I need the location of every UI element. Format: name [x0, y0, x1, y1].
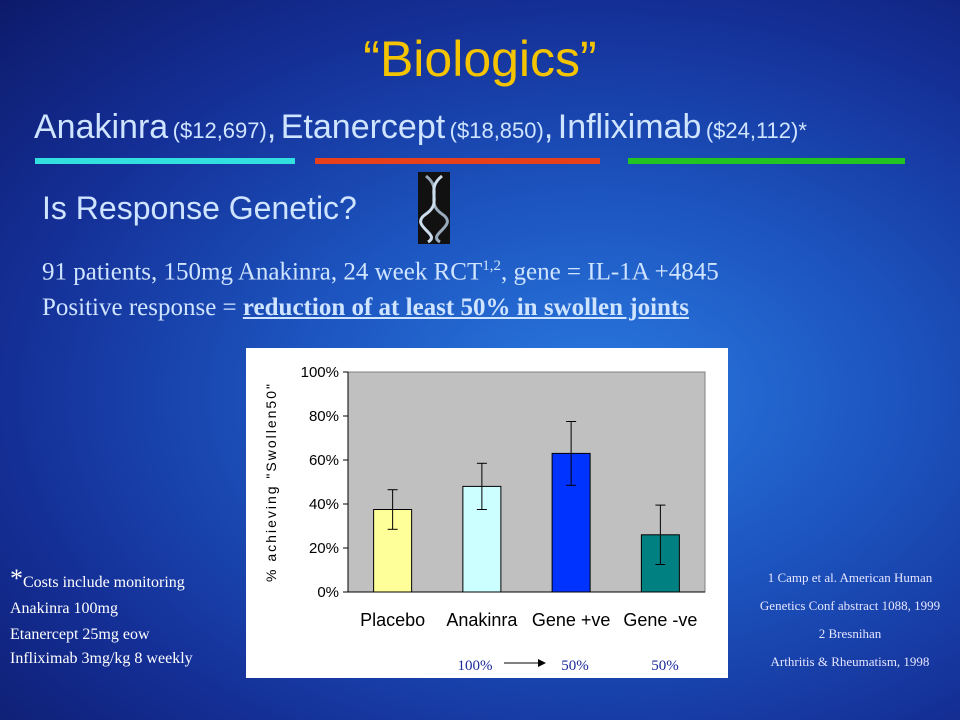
study-line: 91 patients, 150mg Anakinra, 24 week RCT… — [42, 258, 719, 286]
y-tick-label: 40% — [309, 496, 339, 513]
drug-name: Infliximab — [557, 108, 702, 146]
drug-name: Etanercept — [280, 108, 446, 146]
reference: Genetics Conf abstract 1088, 1999 — [759, 598, 941, 613]
dna-icon — [418, 172, 450, 244]
y-tick-label: 0% — [317, 584, 339, 601]
annotation: 50% — [561, 658, 589, 674]
subtitle: Is Response Genetic? — [42, 190, 357, 226]
chart: % achieving "Swollen50" 0% 20% 40% 60% 80% 10… — [246, 348, 728, 678]
underline — [315, 158, 600, 164]
x-tick-label: Placebo — [360, 610, 425, 630]
underline — [628, 158, 905, 164]
separator: , — [266, 108, 277, 146]
drug-name: Anakinra — [34, 108, 169, 146]
annotation: 50% — [651, 658, 679, 674]
definition-emphasis: reduction of at least 50% in swollen joi… — [242, 294, 689, 321]
cost-line: Etanercept 25mg eow — [10, 626, 150, 643]
asterisk: * — [10, 564, 23, 593]
y-tick-label: 100% — [301, 364, 339, 381]
cost-title: *Costs include monitoring — [10, 564, 185, 594]
x-tick-label: Gene +ve — [532, 610, 611, 630]
study-text: , gene = IL-1A +4845 — [500, 258, 719, 286]
definition: Positive response = reduction of at leas… — [42, 294, 689, 322]
title: “Biologics” — [363, 31, 597, 87]
y-tick-label: 60% — [309, 452, 339, 469]
drug-line: Anakinra ($12,697), Etanercept ($18,850)… — [34, 108, 807, 147]
separator: , — [543, 108, 554, 146]
reference: Arthritis & Rheumatism, 1998 — [770, 654, 930, 669]
ref-sup: 1,2 — [482, 258, 501, 274]
reference: 2 Bresnihan — [818, 626, 882, 641]
cost-line: Anakinra 100mg — [10, 600, 118, 617]
y-tick-label: 80% — [309, 408, 339, 425]
cost-heading: Costs include monitoring — [23, 574, 185, 591]
underline — [35, 158, 295, 164]
x-tick-label: Anakinra — [446, 610, 518, 630]
cost-line: Infliximab 3mg/kg 8 weekly — [10, 650, 193, 667]
x-tick-label: Gene -ve — [623, 610, 697, 630]
arrow-head — [538, 659, 546, 667]
y-tick-label: 20% — [309, 540, 339, 557]
reference: 1 Camp et al. American Human — [767, 570, 933, 585]
y-axis-label: % achieving "Swollen50" — [263, 382, 279, 582]
definition-label: Positive response = — [42, 294, 243, 321]
study-text: 91 patients, 150mg Anakinra, 24 week RCT — [42, 258, 483, 286]
drug-cost: ($24,112)* — [705, 118, 807, 143]
annotation: 100% — [458, 658, 493, 674]
drug-cost: ($18,850) — [449, 118, 544, 143]
drug-cost: ($12,697) — [172, 118, 267, 143]
